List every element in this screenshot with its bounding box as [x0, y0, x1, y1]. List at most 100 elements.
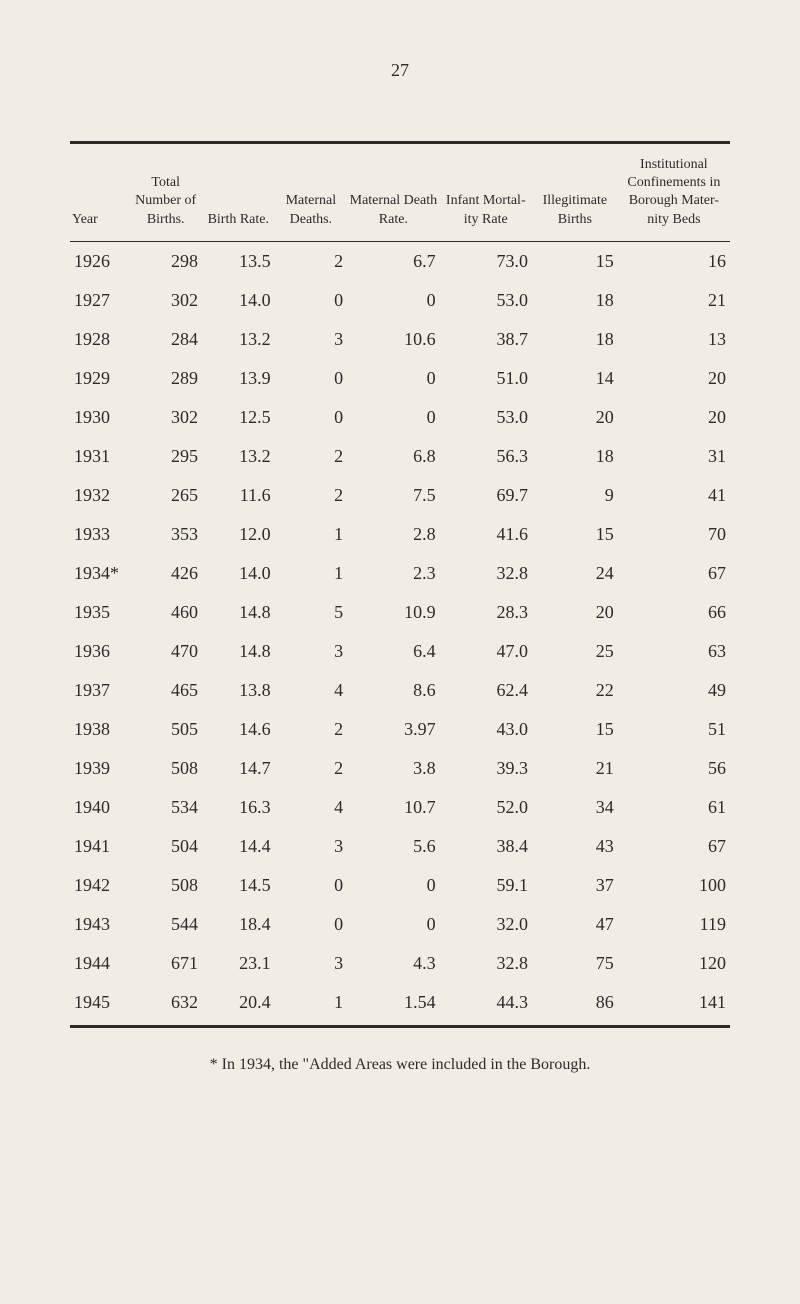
- table-cell: 5: [275, 593, 348, 632]
- table-cell: 14.8: [202, 632, 275, 671]
- table-cell: 20: [532, 398, 618, 437]
- table-cell: 13.2: [202, 320, 275, 359]
- table-cell: 508: [129, 749, 202, 788]
- table-row: 194150414.435.638.44367: [70, 827, 730, 866]
- table-cell: 38.7: [440, 320, 532, 359]
- table-cell: 52.0: [440, 788, 532, 827]
- table-cell: 13.8: [202, 671, 275, 710]
- table-cell: 1: [275, 983, 348, 1027]
- table-cell: 353: [129, 515, 202, 554]
- table-cell: 11.6: [202, 476, 275, 515]
- table-cell: 2: [275, 749, 348, 788]
- table-cell: 1928: [70, 320, 129, 359]
- table-cell: 9: [532, 476, 618, 515]
- table-cell: 56: [618, 749, 730, 788]
- table-cell: 21: [532, 749, 618, 788]
- table-cell: 75: [532, 944, 618, 983]
- table-cell: 49: [618, 671, 730, 710]
- table-cell: 13.9: [202, 359, 275, 398]
- table-cell: 23.1: [202, 944, 275, 983]
- table-cell: 4: [275, 671, 348, 710]
- table-cell: 12.0: [202, 515, 275, 554]
- table-cell: 56.3: [440, 437, 532, 476]
- table-cell: 465: [129, 671, 202, 710]
- table-row: 192828413.2310.638.71813: [70, 320, 730, 359]
- table-row: 194053416.3410.752.03461: [70, 788, 730, 827]
- table-row: 193746513.848.662.42249: [70, 671, 730, 710]
- page-number: 27: [70, 60, 730, 81]
- table-cell: 59.1: [440, 866, 532, 905]
- table-cell: 44.3: [440, 983, 532, 1027]
- table-cell: 12.5: [202, 398, 275, 437]
- table-cell: 47.0: [440, 632, 532, 671]
- table-cell: 0: [275, 905, 348, 944]
- table-cell: 39.3: [440, 749, 532, 788]
- table-cell: 632: [129, 983, 202, 1027]
- table-cell: 1927: [70, 281, 129, 320]
- table-row: 1934*42614.012.332.82467: [70, 554, 730, 593]
- table-cell: 1944: [70, 944, 129, 983]
- table-cell: 289: [129, 359, 202, 398]
- col-header-illegitimate-births: Illegitimate Births: [532, 143, 618, 242]
- table-cell: 1939: [70, 749, 129, 788]
- table-cell: 0: [275, 359, 348, 398]
- table-row: 193335312.012.841.61570: [70, 515, 730, 554]
- table-cell: 14.7: [202, 749, 275, 788]
- table-cell: 43.0: [440, 710, 532, 749]
- table-cell: 41: [618, 476, 730, 515]
- table-cell: 1.54: [347, 983, 439, 1027]
- table-row: 193850514.623.9743.01551: [70, 710, 730, 749]
- col-header-birth-rate: Birth Rate.: [202, 143, 275, 242]
- table-cell: 1938: [70, 710, 129, 749]
- table-cell: 0: [347, 866, 439, 905]
- table-cell: 13: [618, 320, 730, 359]
- table-cell: 0: [347, 905, 439, 944]
- table-cell: 31: [618, 437, 730, 476]
- table-cell: 0: [275, 281, 348, 320]
- table-cell: 51.0: [440, 359, 532, 398]
- table-cell: 62.4: [440, 671, 532, 710]
- table-cell: 3: [275, 827, 348, 866]
- table-cell: 14: [532, 359, 618, 398]
- table-row: 192928913.90051.01420: [70, 359, 730, 398]
- table-cell: 20.4: [202, 983, 275, 1027]
- statistics-table: Year Total Number of Births. Birth Rate.…: [70, 141, 730, 1028]
- table-cell: 67: [618, 554, 730, 593]
- table-cell: 0: [347, 398, 439, 437]
- table-cell: 14.5: [202, 866, 275, 905]
- table-row: 194250814.50059.137100: [70, 866, 730, 905]
- table-cell: 63: [618, 632, 730, 671]
- table-cell: 6.4: [347, 632, 439, 671]
- table-cell: 61: [618, 788, 730, 827]
- table-cell: 34: [532, 788, 618, 827]
- table-cell: 0: [347, 359, 439, 398]
- table-cell: 67: [618, 827, 730, 866]
- table-cell: 302: [129, 281, 202, 320]
- table-cell: 508: [129, 866, 202, 905]
- table-cell: 3: [275, 944, 348, 983]
- table-cell: 53.0: [440, 281, 532, 320]
- table-cell: 504: [129, 827, 202, 866]
- table-cell: 1934*: [70, 554, 129, 593]
- table-cell: 24: [532, 554, 618, 593]
- table-cell: 20: [618, 359, 730, 398]
- table-row: 192730214.00053.01821: [70, 281, 730, 320]
- table-cell: 1935: [70, 593, 129, 632]
- table-cell: 1941: [70, 827, 129, 866]
- table-cell: 18: [532, 281, 618, 320]
- col-header-maternal-death-rate: Maternal Death Rate.: [347, 143, 439, 242]
- table-cell: 51: [618, 710, 730, 749]
- table-cell: 2: [275, 437, 348, 476]
- table-cell: 16.3: [202, 788, 275, 827]
- table-cell: 1: [275, 515, 348, 554]
- table-cell: 32.8: [440, 944, 532, 983]
- table-cell: 1931: [70, 437, 129, 476]
- table-cell: 534: [129, 788, 202, 827]
- table-cell: 1932: [70, 476, 129, 515]
- table-cell: 100: [618, 866, 730, 905]
- table-cell: 18.4: [202, 905, 275, 944]
- table-cell: 14.0: [202, 554, 275, 593]
- table-cell: 15: [532, 241, 618, 281]
- table-row: 193129513.226.856.31831: [70, 437, 730, 476]
- table-cell: 18: [532, 437, 618, 476]
